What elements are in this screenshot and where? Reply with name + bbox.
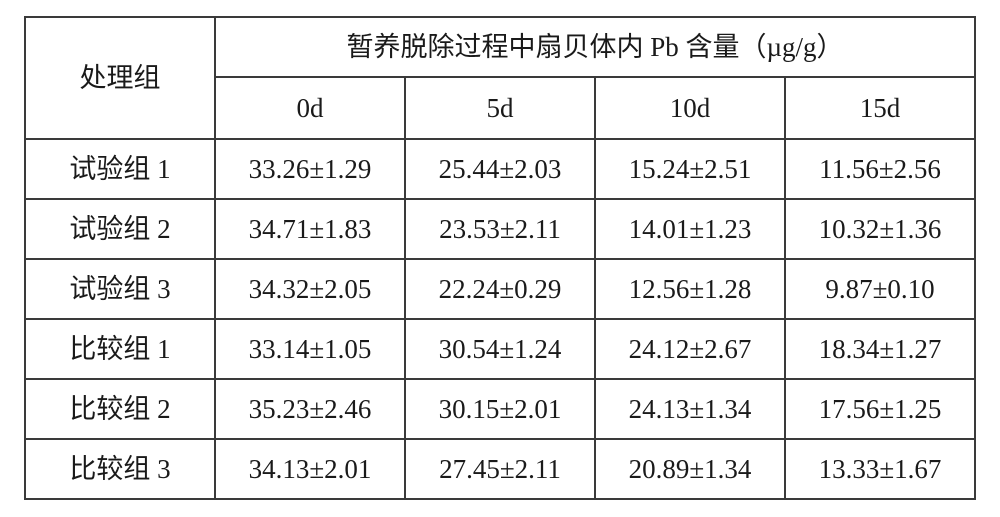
row-label: 比较组 2 xyxy=(25,379,215,439)
row-label: 比较组 3 xyxy=(25,439,215,499)
row-label: 比较组 1 xyxy=(25,319,215,379)
cell: 17.56±1.25 xyxy=(785,379,975,439)
cell: 14.01±1.23 xyxy=(595,199,785,259)
table-row: 试验组 2 34.71±1.83 23.53±2.11 14.01±1.23 1… xyxy=(25,199,975,259)
table-header: 处理组 暂养脱除过程中扇贝体内 Pb 含量（µg/g） 0d 5d 10d 15… xyxy=(25,17,975,139)
cell: 22.24±0.29 xyxy=(405,259,595,319)
cell: 34.32±2.05 xyxy=(215,259,405,319)
col-header-10d: 10d xyxy=(595,77,785,139)
cell: 34.71±1.83 xyxy=(215,199,405,259)
col-header-5d: 5d xyxy=(405,77,595,139)
row-label: 试验组 2 xyxy=(25,199,215,259)
cell: 33.14±1.05 xyxy=(215,319,405,379)
cell: 15.24±2.51 xyxy=(595,139,785,199)
cell: 25.44±2.03 xyxy=(405,139,595,199)
table-row: 试验组 3 34.32±2.05 22.24±0.29 12.56±1.28 9… xyxy=(25,259,975,319)
cell: 35.23±2.46 xyxy=(215,379,405,439)
cell: 9.87±0.10 xyxy=(785,259,975,319)
table-row: 比较组 3 34.13±2.01 27.45±2.11 20.89±1.34 1… xyxy=(25,439,975,499)
col-header-15d: 15d xyxy=(785,77,975,139)
header-row-1: 处理组 暂养脱除过程中扇贝体内 Pb 含量（µg/g） xyxy=(25,17,975,77)
cell: 30.54±1.24 xyxy=(405,319,595,379)
cell: 18.34±1.27 xyxy=(785,319,975,379)
col-header-group: 处理组 xyxy=(25,17,215,139)
cell: 10.32±1.36 xyxy=(785,199,975,259)
pb-content-table: 处理组 暂养脱除过程中扇贝体内 Pb 含量（µg/g） 0d 5d 10d 15… xyxy=(24,16,976,500)
table-row: 比较组 1 33.14±1.05 30.54±1.24 24.12±2.67 1… xyxy=(25,319,975,379)
table-row: 试验组 1 33.26±1.29 25.44±2.03 15.24±2.51 1… xyxy=(25,139,975,199)
cell: 34.13±2.01 xyxy=(215,439,405,499)
cell: 33.26±1.29 xyxy=(215,139,405,199)
cell: 11.56±2.56 xyxy=(785,139,975,199)
col-header-0d: 0d xyxy=(215,77,405,139)
row-label: 试验组 1 xyxy=(25,139,215,199)
table-row: 比较组 2 35.23±2.46 30.15±2.01 24.13±1.34 1… xyxy=(25,379,975,439)
cell: 30.15±2.01 xyxy=(405,379,595,439)
cell: 13.33±1.67 xyxy=(785,439,975,499)
cell: 24.13±1.34 xyxy=(595,379,785,439)
table-container: 处理组 暂养脱除过程中扇贝体内 Pb 含量（µg/g） 0d 5d 10d 15… xyxy=(0,0,1000,516)
cell: 20.89±1.34 xyxy=(595,439,785,499)
cell: 24.12±2.67 xyxy=(595,319,785,379)
col-header-spanning: 暂养脱除过程中扇贝体内 Pb 含量（µg/g） xyxy=(215,17,975,77)
row-label: 试验组 3 xyxy=(25,259,215,319)
table-body: 试验组 1 33.26±1.29 25.44±2.03 15.24±2.51 1… xyxy=(25,139,975,499)
cell: 27.45±2.11 xyxy=(405,439,595,499)
cell: 12.56±1.28 xyxy=(595,259,785,319)
cell: 23.53±2.11 xyxy=(405,199,595,259)
